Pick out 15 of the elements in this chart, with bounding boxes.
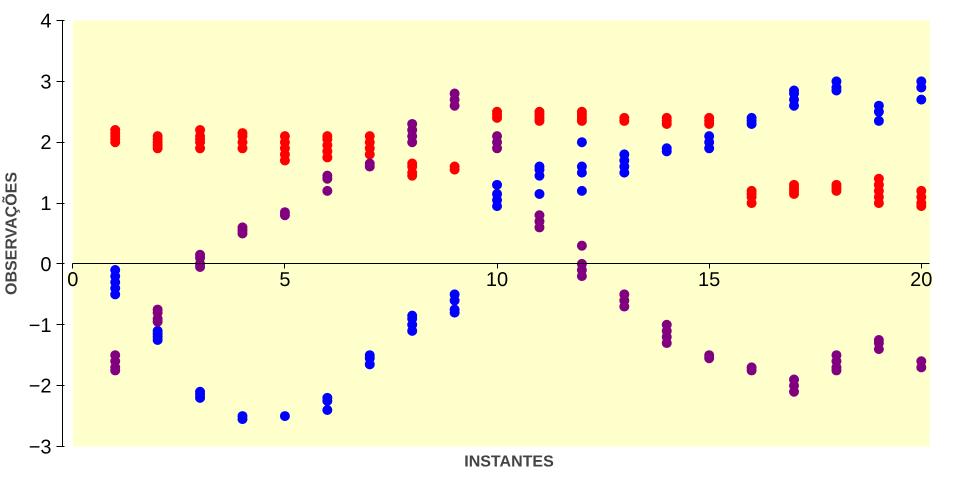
y-axis-title: OBSERVAÇÕES	[2, 172, 21, 295]
y-tick-label: 0	[40, 254, 52, 276]
y-tick-label: 2	[40, 132, 52, 154]
y-tick-label: 1	[40, 193, 52, 216]
x-axis-title: INSTANTES	[464, 454, 554, 470]
y-tick-label: −1	[28, 314, 52, 337]
y-tick-label: −2	[28, 376, 52, 398]
x-tick-label: 10	[486, 268, 508, 291]
x-tick-label: 0	[67, 268, 78, 291]
y-tick-label: 4	[40, 10, 52, 32]
y-tick-label: −3	[28, 436, 52, 458]
x-tick-label: 15	[698, 268, 720, 291]
x-tick-label: 20	[910, 268, 932, 291]
x-tick-label: 5	[279, 268, 290, 291]
y-tick-label: 3	[40, 71, 52, 94]
